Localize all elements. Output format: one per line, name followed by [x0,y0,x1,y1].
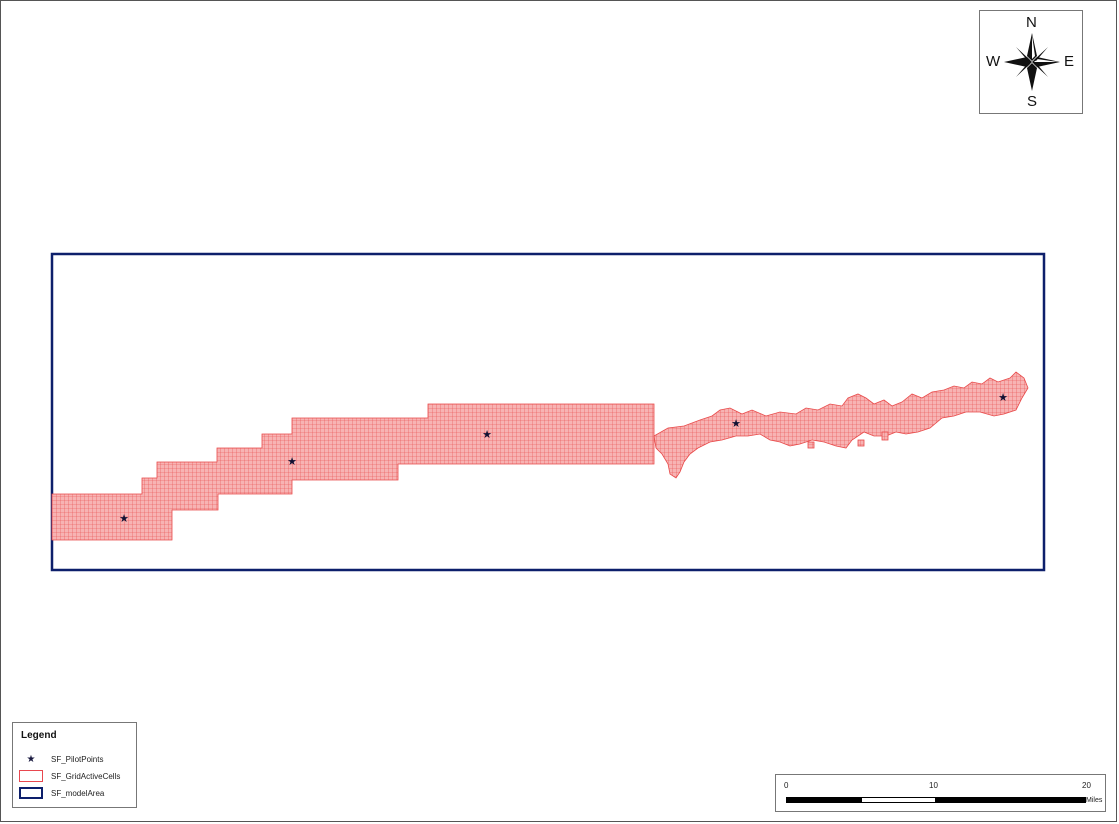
pilot-point-1: ★ [119,513,129,525]
model-area-boundary [50,252,1046,572]
model-area-icon [19,787,43,799]
scale-label-10: 10 [929,781,938,790]
legend-item-model-area: SF_modelArea [19,786,104,800]
scale-label-0: 0 [784,781,789,790]
scale-segment-3 [936,797,1086,803]
grid-active-cells [51,371,1029,541]
star-icon: ★ [26,753,36,765]
compass-w-label: W [986,53,1001,70]
legend-item-grid-active-cells: SF_GridActiveCells [19,769,120,783]
pilot-points: ★ ★ ★ ★ ★ [119,392,1008,525]
compass-e-label: E [1064,53,1075,70]
scale-label-20: 20 [1082,781,1091,790]
scale-segment-1 [786,797,861,803]
legend-item-pilot-points: ★ SF_PilotPoints [19,752,104,766]
scale-units: Miles [1086,797,1103,804]
pilot-point-3: ★ [482,429,492,441]
legend: Legend ★ SF_PilotPoints SF_GridActiveCel… [12,722,137,808]
legend-item-label: SF_GridActiveCells [51,771,121,781]
north-arrow: N S W E [979,10,1083,114]
pilot-point-2: ★ [287,456,297,468]
compass-rose-icon [1004,33,1060,91]
grid-cell-icon [19,770,43,782]
legend-item-label: SF_PilotPoints [51,754,104,764]
legend-item-label: SF_modelArea [51,788,105,798]
compass-n-label: N [1026,14,1037,31]
pilot-point-5: ★ [998,392,1008,404]
scale-segment-2 [861,797,936,803]
compass-s-label: S [1027,93,1038,110]
scale-bar: 0 10 20 Miles [775,774,1106,812]
legend-title: Legend [21,730,57,741]
pilot-point-4: ★ [731,418,741,430]
